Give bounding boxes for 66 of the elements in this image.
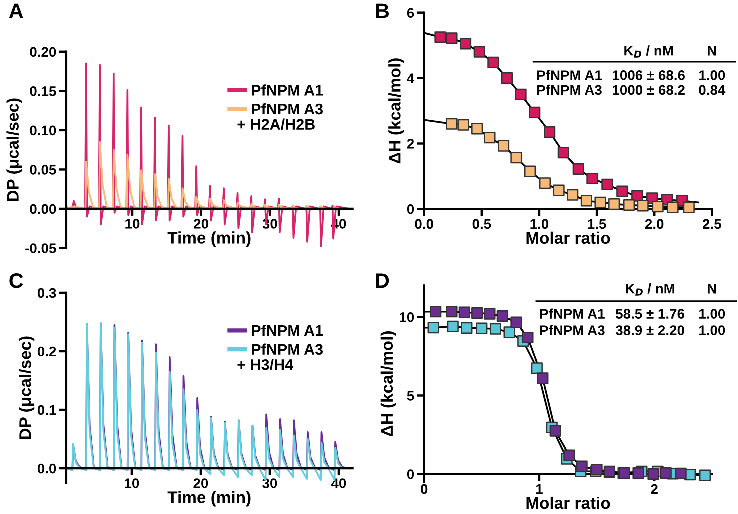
y-tick-label: 0 bbox=[407, 470, 414, 480]
x-axis-title: Molar ratio bbox=[526, 232, 610, 244]
y-axis-title: DP (μcal/sec) bbox=[19, 336, 35, 440]
x-tick-label: 2 bbox=[651, 484, 658, 494]
annotation: 0.84 bbox=[699, 85, 726, 96]
y-tick-label: 0.0 bbox=[38, 464, 56, 474]
annotation: 38.9 ± 2.20 bbox=[616, 326, 684, 336]
y-tick-label: 2 bbox=[407, 139, 414, 149]
x-tick-label: 2.0 bbox=[645, 219, 664, 230]
x-tick-label: 2.5 bbox=[703, 219, 722, 230]
x-axis-title: Time (min) bbox=[168, 491, 251, 507]
y-tick-label: 5 bbox=[407, 391, 414, 401]
annotation: N bbox=[708, 46, 716, 56]
x-tick-label: 0.5 bbox=[472, 219, 492, 230]
annotation: PfNPM A1 bbox=[538, 70, 602, 80]
y-axis-title: DP (μcal/sec) bbox=[6, 98, 22, 202]
chart-title: D bbox=[376, 274, 390, 288]
x-tick-label: 0 bbox=[421, 484, 428, 494]
annotation: PfNPM A3 bbox=[538, 84, 602, 96]
annotation: 1.00 bbox=[700, 309, 726, 319]
annotation: N bbox=[708, 284, 716, 294]
y-tick-label: 0.10 bbox=[30, 126, 56, 136]
chart-title: C bbox=[10, 274, 24, 288]
x-tick-label: 30 bbox=[262, 478, 278, 488]
x-axis-title: Time (min) bbox=[168, 232, 251, 248]
x-tick-label: 10 bbox=[126, 219, 140, 229]
annotation: 58.5 ± 1.76 bbox=[616, 309, 684, 319]
x-tick-label: 1 bbox=[536, 484, 543, 494]
x-tick-label: 20 bbox=[194, 219, 208, 229]
y-axis-title: ΔH (kcal/mol) bbox=[380, 332, 396, 437]
y-tick-label: 0.3 bbox=[38, 288, 56, 298]
y-tick-label: 0.2 bbox=[38, 346, 56, 357]
y-tick-label: 6 bbox=[407, 8, 414, 18]
legend-label: PfNPM A1 bbox=[252, 324, 324, 336]
chart-title: B bbox=[376, 4, 389, 18]
annotation: + H2A/H2B bbox=[238, 118, 315, 130]
x-tick-label: 10 bbox=[125, 478, 140, 488]
x-tick-label: 20 bbox=[194, 478, 208, 488]
y-tick-label: 0.00 bbox=[30, 204, 56, 214]
annotation: 1.00 bbox=[700, 70, 726, 80]
annotation: K$_{D}$ / nM bbox=[626, 284, 674, 296]
x-tick-label: 40 bbox=[331, 478, 346, 488]
x-tick-label: 1.5 bbox=[588, 219, 606, 230]
annotation: 1006 ± 68.6 bbox=[613, 70, 685, 80]
y-tick-label: 0.05 bbox=[30, 165, 56, 175]
annotation: K$_{D}$ / nM bbox=[624, 46, 674, 58]
chart-title: A bbox=[9, 4, 24, 18]
annotation: + H3/H4 bbox=[238, 359, 294, 370]
x-axis-title: Molar ratio bbox=[526, 496, 610, 510]
y-axis-title: ΔH (kcal/mol) bbox=[388, 58, 404, 164]
y-tick-label: 0 bbox=[407, 204, 414, 214]
annotation: PfNPM A3 bbox=[540, 325, 605, 336]
legend-label: PfNPM A1 bbox=[252, 84, 324, 96]
y-tick-label: 0.20 bbox=[30, 47, 56, 58]
annotation: 1.00 bbox=[700, 326, 726, 336]
annotation: PfNPM A1 bbox=[540, 308, 605, 319]
annotation: 1000 ± 68.2 bbox=[613, 85, 685, 96]
x-tick-label: 1.0 bbox=[530, 219, 549, 230]
y-tick-label: -0.05 bbox=[26, 244, 56, 254]
y-tick-label: 4 bbox=[407, 74, 415, 84]
y-tick-label: 0.1 bbox=[38, 405, 56, 416]
legend-label: PfNPM A3 bbox=[252, 103, 323, 115]
x-tick-label: 0.0 bbox=[415, 219, 434, 230]
legend-label: PfNPM A3 bbox=[252, 344, 323, 356]
y-tick-label: 0.15 bbox=[30, 86, 56, 96]
y-tick-label: 10 bbox=[400, 312, 414, 322]
